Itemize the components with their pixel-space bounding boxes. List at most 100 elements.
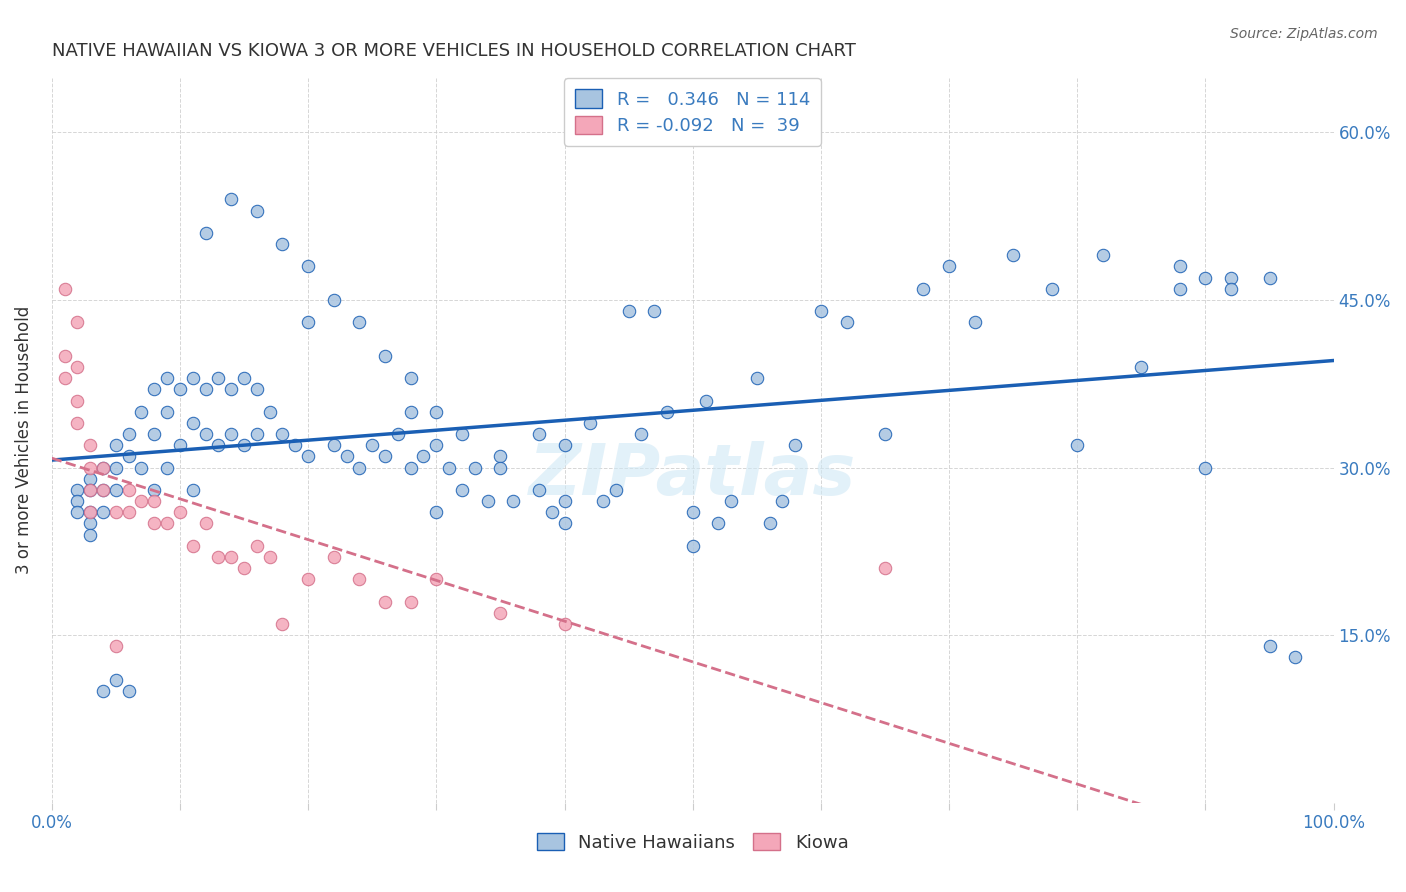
Point — [194, 427, 217, 442]
Point — [425, 505, 447, 519]
Point — [104, 639, 127, 653]
Point — [322, 438, 344, 452]
Point — [399, 405, 422, 419]
Point — [194, 226, 217, 240]
Point — [1168, 260, 1191, 274]
Point — [271, 616, 294, 631]
Point — [194, 382, 217, 396]
Point — [66, 393, 89, 408]
Point — [143, 427, 166, 442]
Point — [349, 572, 371, 586]
Point — [246, 203, 269, 218]
Point — [336, 450, 359, 464]
Point — [207, 438, 229, 452]
Point — [246, 539, 269, 553]
Point — [1066, 438, 1088, 452]
Text: Source: ZipAtlas.com: Source: ZipAtlas.com — [1230, 27, 1378, 41]
Point — [91, 684, 114, 698]
Point — [207, 371, 229, 385]
Point — [66, 315, 89, 329]
Point — [297, 315, 319, 329]
Point — [527, 483, 550, 497]
Point — [118, 684, 141, 698]
Point — [770, 494, 793, 508]
Point — [169, 438, 191, 452]
Point — [374, 594, 396, 608]
Point — [79, 505, 101, 519]
Point — [79, 460, 101, 475]
Point — [156, 371, 179, 385]
Text: NATIVE HAWAIIAN VS KIOWA 3 OR MORE VEHICLES IN HOUSEHOLD CORRELATION CHART: NATIVE HAWAIIAN VS KIOWA 3 OR MORE VEHIC… — [52, 42, 856, 60]
Point — [131, 460, 153, 475]
Point — [219, 427, 242, 442]
Point — [1220, 270, 1243, 285]
Point — [399, 594, 422, 608]
Point — [79, 438, 101, 452]
Point — [540, 505, 562, 519]
Point — [91, 483, 114, 497]
Point — [502, 494, 524, 508]
Point — [322, 549, 344, 564]
Point — [233, 561, 256, 575]
Point — [387, 427, 409, 442]
Point — [1258, 639, 1281, 653]
Point — [297, 260, 319, 274]
Point — [374, 450, 396, 464]
Point — [79, 483, 101, 497]
Point — [156, 460, 179, 475]
Point — [233, 371, 256, 385]
Point — [118, 450, 141, 464]
Point — [246, 427, 269, 442]
Point — [104, 505, 127, 519]
Point — [297, 450, 319, 464]
Point — [592, 494, 614, 508]
Point — [758, 516, 780, 531]
Point — [169, 505, 191, 519]
Point — [259, 549, 281, 564]
Point — [425, 572, 447, 586]
Point — [143, 483, 166, 497]
Point — [643, 304, 665, 318]
Point — [527, 427, 550, 442]
Point — [1194, 460, 1216, 475]
Point — [437, 460, 460, 475]
Point — [219, 382, 242, 396]
Text: ZIPatlas: ZIPatlas — [529, 442, 856, 510]
Point — [91, 483, 114, 497]
Point — [1040, 282, 1063, 296]
Point — [131, 494, 153, 508]
Point — [489, 606, 512, 620]
Point — [810, 304, 832, 318]
Point — [66, 359, 89, 374]
Point — [91, 460, 114, 475]
Point — [284, 438, 307, 452]
Point — [579, 416, 602, 430]
Point — [912, 282, 935, 296]
Point — [66, 416, 89, 430]
Point — [131, 405, 153, 419]
Point — [399, 460, 422, 475]
Point — [143, 494, 166, 508]
Point — [963, 315, 986, 329]
Point — [1194, 270, 1216, 285]
Point — [682, 539, 704, 553]
Point — [219, 549, 242, 564]
Point — [412, 450, 434, 464]
Point — [349, 315, 371, 329]
Y-axis label: 3 or more Vehicles in Household: 3 or more Vehicles in Household — [15, 305, 32, 574]
Point — [181, 483, 204, 497]
Point — [1220, 282, 1243, 296]
Point — [233, 438, 256, 452]
Point — [1091, 248, 1114, 262]
Point — [785, 438, 807, 452]
Point — [374, 349, 396, 363]
Point — [322, 293, 344, 307]
Point — [605, 483, 627, 497]
Point — [349, 460, 371, 475]
Point — [553, 494, 575, 508]
Point — [79, 472, 101, 486]
Point — [66, 505, 89, 519]
Point — [246, 382, 269, 396]
Point — [1284, 650, 1306, 665]
Point — [451, 483, 474, 497]
